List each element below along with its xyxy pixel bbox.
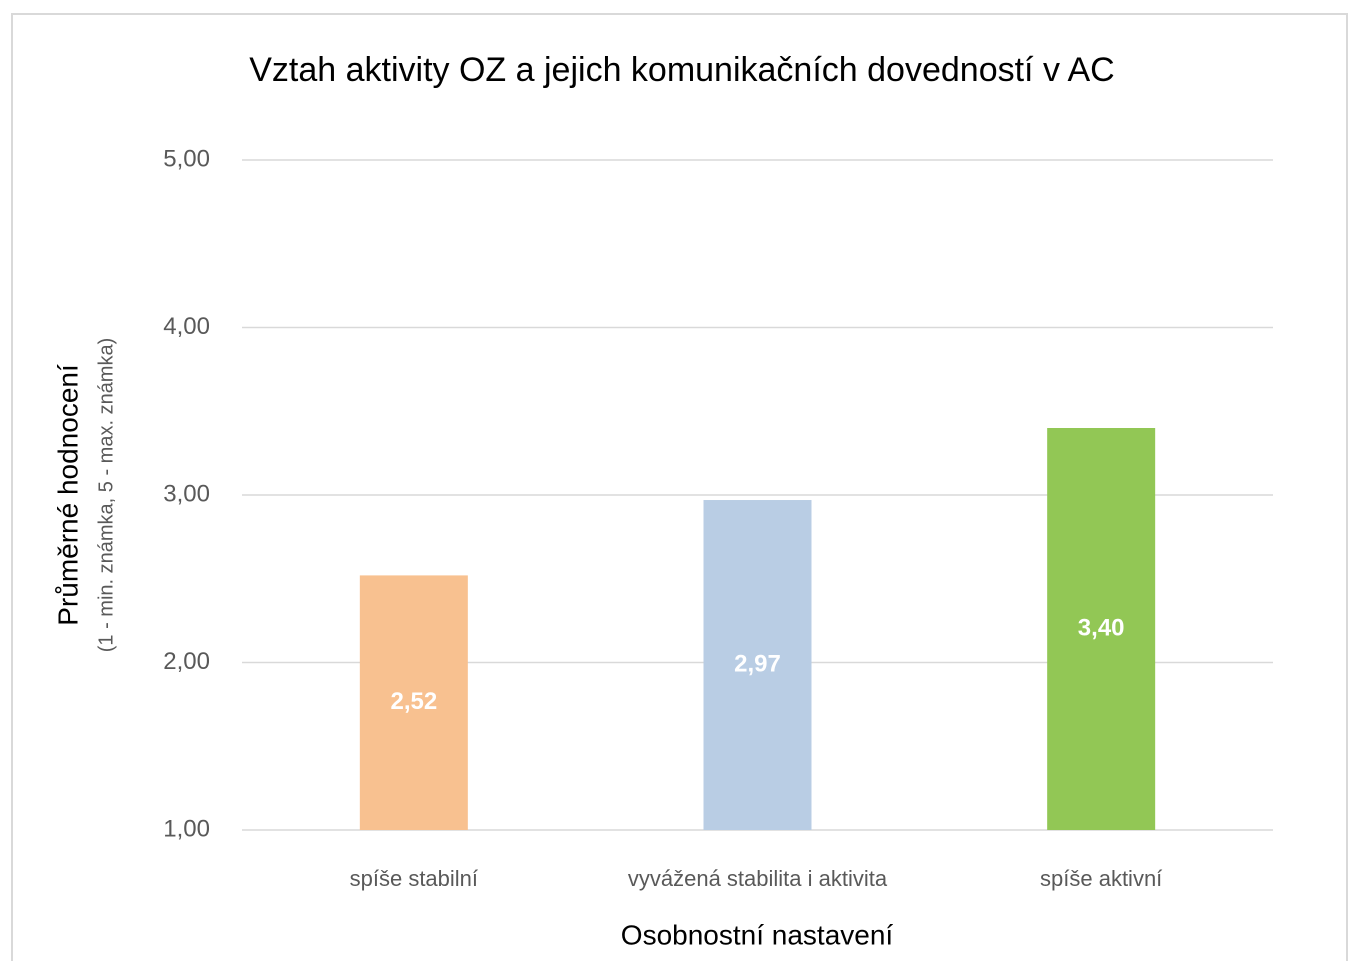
y-tick-label: 4,00	[163, 313, 210, 340]
y-axis-note: (1 - min. známka, 5 - max. známka)	[95, 338, 117, 653]
value-label: 3,40	[1078, 614, 1125, 641]
bar	[703, 500, 812, 830]
y-tick-label: 3,00	[163, 480, 210, 507]
y-tick-label: 1,00	[163, 815, 210, 842]
chart-title: Vztah aktivity OZ a jejich komunikačních…	[249, 51, 1115, 89]
value-label: 2,52	[390, 688, 437, 715]
y-tick-label: 5,00	[163, 145, 210, 172]
y-tick-label: 2,00	[163, 648, 210, 675]
x-tick-label: vyvážená stabilita i aktivita	[628, 866, 888, 891]
value-label: 2,97	[734, 650, 781, 677]
bar	[1047, 428, 1156, 830]
bar	[359, 575, 468, 830]
x-axis-label: Osobnostní nastavení	[621, 919, 894, 950]
y-axis-label: Průměrné hodnocení	[52, 364, 83, 626]
x-tick-label: spíše aktivní	[1040, 866, 1162, 891]
x-tick-label: spíše stabilní	[350, 866, 478, 891]
